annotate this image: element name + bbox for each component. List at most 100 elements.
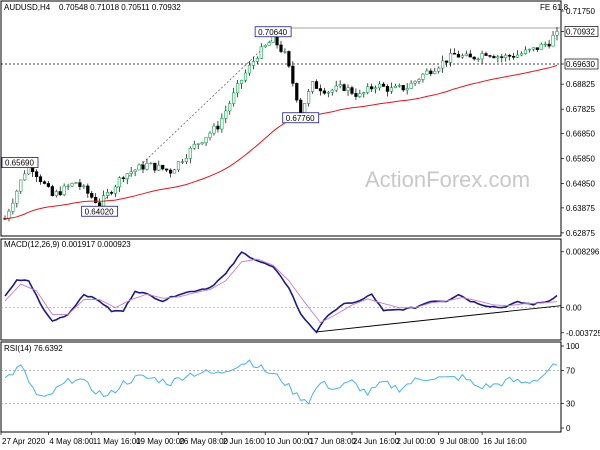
candle-body [515,54,520,58]
candle-body [208,132,212,138]
candle-body [531,47,535,50]
price-price-marker [564,58,599,70]
candle-body [299,99,303,114]
candle-body [425,70,429,75]
candle-body [441,60,445,69]
candle-body [243,72,248,81]
annotation-label: 0.67760 [286,114,315,123]
candle-body [94,197,98,203]
candle-body [448,52,453,63]
price-ytick-label: 0.62875 [566,229,595,238]
candle-body [279,44,283,52]
candle-body [82,185,86,188]
candle-body [295,83,299,101]
macd-pane-header: MACD(12,26,9) 0.001917 0.000923 [4,240,131,249]
candle-body [220,118,224,130]
candle-body [543,43,547,46]
candle-body [176,161,181,171]
candle-body [456,53,461,58]
candle-body [334,85,338,91]
candle-body [46,183,50,187]
candle-body [519,53,524,56]
price-annotation: 0.70640 [254,26,292,38]
candle-body [141,164,145,170]
candle-body [437,67,441,72]
candle-body [362,92,366,94]
candle-body [306,91,311,104]
price-annotation: 0.65690 [1,157,39,168]
candle-body [393,85,397,89]
candle-body [117,177,121,188]
candle-body [129,171,133,174]
candle-body [397,85,401,87]
candle-body [78,182,82,187]
candle-body [172,169,177,174]
candle-body [133,169,137,173]
candle-body [19,179,23,192]
candle-body [157,164,161,171]
candle-body [54,191,58,196]
candle-body [224,110,228,119]
candle-body [62,185,66,196]
candle-body [551,34,555,47]
price-annotation: 0.67760 [282,112,320,124]
annotation-box [81,205,119,217]
candle-body [346,87,350,91]
macd-pane-frame [0,238,562,341]
candle-body [444,60,449,63]
candle-body [236,83,240,94]
candle-body [322,90,326,94]
candle-body [228,103,232,112]
candle-body [389,87,394,92]
candle-body [492,56,496,59]
candle-body [74,182,78,184]
candle-body [165,168,169,171]
candle-body [547,43,551,47]
candle-body [196,143,200,145]
candle-body [247,64,252,74]
price-ytick-label: 0.66850 [566,130,595,139]
candle-body [480,53,484,60]
pane-frames [0,0,562,433]
price-ytick-label: 0.67825 [566,105,595,114]
candle-body [421,73,425,80]
price-ytick-label: 0.68825 [566,80,595,89]
candle-body [374,87,378,90]
rsi-ytick-label: 100 [566,342,580,351]
candle-body [385,86,390,92]
candle-body [66,185,70,188]
xtick-label: 19 May 00:00 [136,437,185,446]
rsi-layer [1,359,561,405]
price-pane-frame [0,0,562,237]
price-ytick-label: 0.70932 [566,27,595,36]
candle-body [38,176,43,183]
candle-body [527,48,531,51]
annotation-label: 0.65690 [5,159,34,168]
price-layer: 0.65690 0.64020 0.70640 0.67760 [1,26,561,222]
candle-body [184,157,188,162]
candle-body [239,79,244,84]
candle-body [476,58,480,61]
candle-body [539,43,543,50]
candle-body [50,186,54,196]
macd-trendline [316,305,562,333]
candle-body [263,45,267,48]
candle-body [149,162,153,165]
candle-body [326,91,330,94]
candle-body [350,87,354,94]
xtick-label: 2 Jul 00:00 [396,437,436,446]
candle-body [358,93,362,97]
candle-body [200,142,204,145]
candle-body [192,143,196,149]
annotation-label: 0.70640 [258,28,287,37]
candle-body [405,88,409,91]
candle-body [180,161,185,163]
candle-body [468,53,472,58]
price-ytick-label: 0.63875 [566,204,595,213]
macd-ytick-label: 0.008296 [566,248,600,257]
xtick-label: 16 Jul 16:00 [483,437,527,446]
xtick-label: 2 Jun 16:00 [223,437,265,446]
annotation-box [254,26,292,38]
annotation-label: 0.64020 [85,207,114,216]
